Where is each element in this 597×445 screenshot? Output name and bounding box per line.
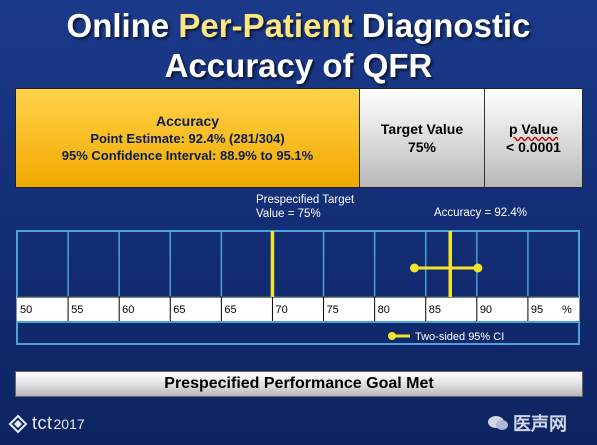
p-value-label: p Value <box>508 121 559 137</box>
title-line-1: Online Per-Patient Diagnostic <box>66 7 531 44</box>
tct-year: 2017 <box>53 415 85 432</box>
chat-bubble-icon <box>488 416 508 430</box>
x-tick-label: 55 <box>71 304 83 316</box>
watermark: 医声网 <box>487 410 567 436</box>
x-tick-label: 65 <box>173 304 185 316</box>
title-line-2: Accuracy of QFR <box>164 47 433 84</box>
target-annotation-line-2: Value = 75% <box>256 208 321 220</box>
title-highlight: Per-Patient <box>178 7 353 44</box>
x-unit-label: % <box>562 304 572 316</box>
accuracy-annotation: Accuracy = 92.4% <box>434 207 528 219</box>
target-value: 75% <box>407 139 437 155</box>
p-value-cell: p Value < 0.0001 <box>484 89 582 187</box>
slide-title: Online Per-Patient Diagnostic Accuracy o… <box>0 6 597 86</box>
x-tick-label: 95 <box>531 304 543 316</box>
target-annotation: Prespecified Target Value = 75% <box>256 193 354 221</box>
goal-met-banner: Prespecified Performance Goal Met <box>15 371 583 397</box>
x-tick-label: 60 <box>122 304 134 316</box>
target-value-label: Target Value <box>380 121 464 137</box>
accuracy-heading: Accuracy <box>155 112 220 129</box>
legend-label: Two-sided 95% CI <box>415 331 504 343</box>
chart-layer: 50 55 60 65 65 70 75 80 85 90 95 % Two-sided 95% CI <box>16 230 580 345</box>
ci-lower-point <box>409 263 419 273</box>
tct-brand: tct <box>32 413 53 433</box>
point-estimate: Point Estimate: 92.4% (281/304) <box>90 130 285 146</box>
target-value-cell: Target Value 75% <box>359 89 484 187</box>
confidence-interval: 95% Confidence Interval: 88.9% to 95.1% <box>61 147 314 163</box>
summary-table: Accuracy Point Estimate: 92.4% (281/304)… <box>15 88 583 188</box>
x-tick-label: 90 <box>480 304 492 316</box>
x-tick-label: 80 <box>378 304 390 316</box>
x-tick-label: 65 <box>224 304 236 316</box>
watermark-text: 医声网 <box>513 414 567 434</box>
x-tick-label: 70 <box>275 304 287 316</box>
p-value: < 0.0001 <box>506 139 561 155</box>
ci-upper-point <box>473 263 483 273</box>
legend-point <box>388 332 396 340</box>
target-annotation-line-1: Prespecified Target <box>256 194 355 206</box>
legend-area <box>16 321 580 345</box>
plot-area <box>16 230 580 298</box>
x-tick-label: 75 <box>327 304 339 316</box>
x-tick-label: 50 <box>20 304 32 316</box>
x-tick-label: 85 <box>429 304 441 316</box>
accuracy-cell: Accuracy Point Estimate: 92.4% (281/304)… <box>16 89 359 187</box>
tct-logo: tct 2017 <box>8 413 85 434</box>
x-axis-strip <box>16 296 580 323</box>
tct-logo-icon <box>8 414 28 433</box>
